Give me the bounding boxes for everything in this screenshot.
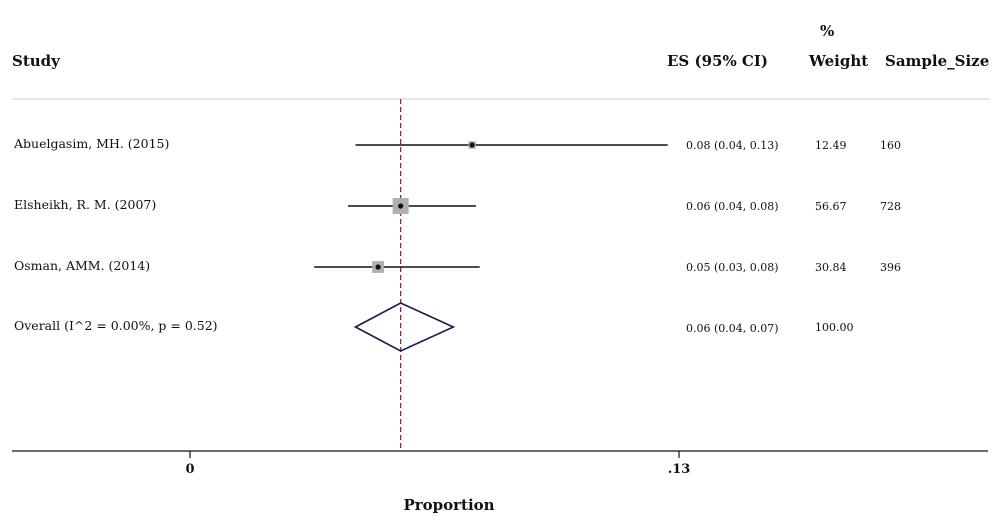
overall-weight: 100.00 xyxy=(815,321,854,334)
study-label: Elsheikh, R. M. (2007) xyxy=(14,197,156,212)
header-sample-size: Sample_Size xyxy=(885,52,989,70)
study-label: Abuelgasim, MH. (2015) xyxy=(13,136,169,151)
overall-es-ci: 0.06 (0.04, 0.07) xyxy=(686,322,779,335)
header-weight-percent: % xyxy=(820,22,834,40)
header-study: Study xyxy=(12,52,61,70)
study-point-estimate xyxy=(398,203,404,209)
study-label: Osman, AMM. (2014) xyxy=(14,258,150,273)
study-point-estimate xyxy=(375,264,381,270)
study-sample-size: 728 xyxy=(880,200,901,213)
study-es-ci: 0.06 (0.04, 0.08) xyxy=(686,200,779,213)
x-axis-title: Proportion xyxy=(403,496,494,514)
study-sample-size: 396 xyxy=(880,261,901,274)
x-tick-label: .13 xyxy=(668,462,691,477)
study-weight: 56.67 xyxy=(815,200,847,213)
overall-label: Overall (I^2 = 0.00%, p = 0.52) xyxy=(14,318,218,333)
header-weight: Weight xyxy=(808,52,868,70)
overall-diamond xyxy=(353,302,456,352)
study-point-estimate xyxy=(469,142,475,148)
study-weight: 12.49 xyxy=(815,139,847,152)
study-sample-size: 160 xyxy=(880,139,901,152)
study-weight: 30.84 xyxy=(815,261,847,274)
x-tick-label: 0 xyxy=(185,462,194,477)
study-es-ci: 0.08 (0.04, 0.13) xyxy=(686,139,779,152)
header-es-ci: ES (95% CI) xyxy=(667,52,768,70)
study-es-ci: 0.05 (0.03, 0.08) xyxy=(686,261,779,274)
